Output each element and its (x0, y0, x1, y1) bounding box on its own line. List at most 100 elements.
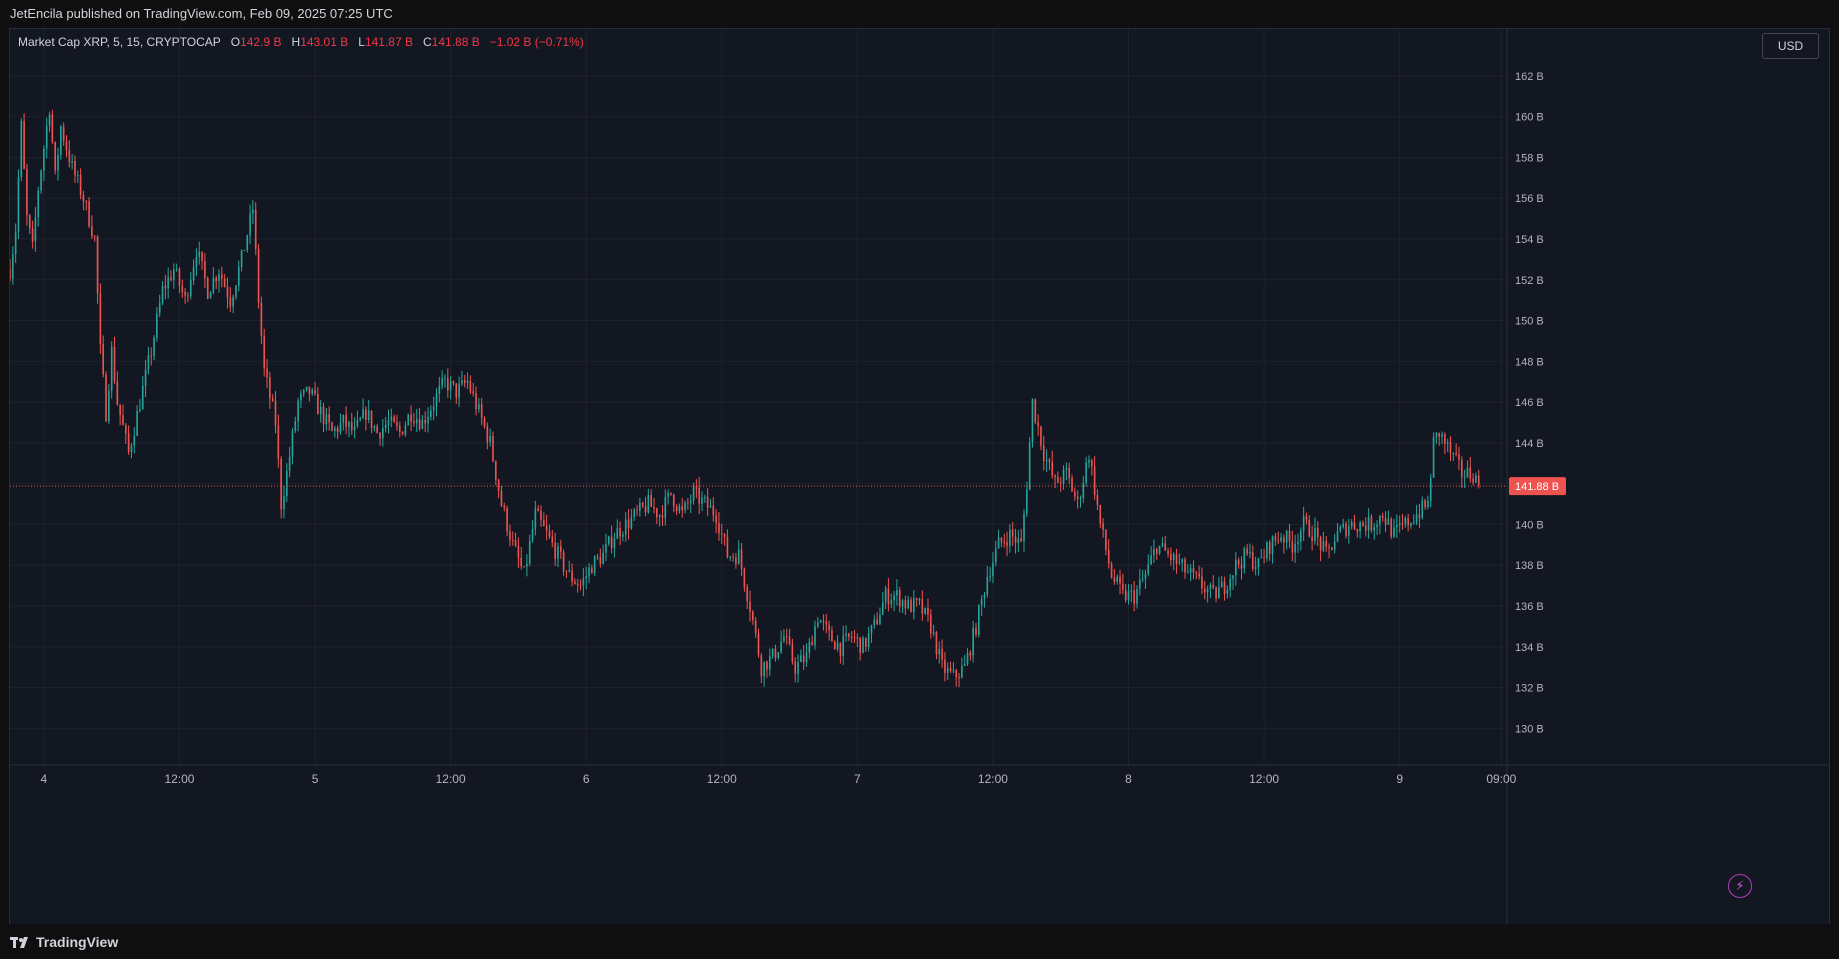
candle-body (1048, 459, 1051, 462)
candle-body (582, 578, 585, 586)
candle-body (68, 150, 71, 163)
lightning-icon[interactable]: ⚡ (1728, 874, 1752, 898)
candle-body (1283, 537, 1285, 543)
candle-body (45, 125, 48, 149)
candle-body (285, 470, 288, 497)
candle-body (661, 515, 664, 518)
candle-body (1362, 522, 1364, 526)
candle-body (28, 215, 31, 229)
candle-body (1009, 529, 1011, 547)
candle-body (161, 285, 164, 304)
candle-body (139, 409, 141, 411)
candle-body (1452, 452, 1455, 454)
x-tick-label: 5 (312, 772, 319, 786)
candle-body (952, 670, 955, 672)
candle-body (302, 390, 305, 394)
candle-body (43, 148, 45, 171)
y-tick-label: 158 B (1515, 152, 1544, 164)
low-label: L (358, 35, 365, 49)
candle-body (1099, 504, 1102, 524)
candle-body (365, 409, 367, 421)
candle-body (825, 621, 828, 625)
candle-body (113, 346, 116, 382)
candle-body (1246, 548, 1248, 554)
candle-body (1455, 452, 1457, 455)
candle-body (305, 386, 308, 391)
candle-body (876, 619, 878, 625)
candle-body (836, 642, 839, 650)
candle-body (1435, 432, 1438, 438)
candle-body (630, 517, 633, 529)
candle-body (1082, 482, 1085, 499)
candle-body (898, 589, 901, 607)
tradingview-logo[interactable]: TradingView (10, 934, 118, 950)
candle-body (339, 422, 342, 433)
candle-body (1401, 523, 1404, 525)
y-tick-label: 138 B (1515, 560, 1544, 572)
candle-body (585, 576, 588, 579)
candle-body (1384, 517, 1387, 525)
candle-body (350, 421, 353, 431)
candle-body (653, 506, 655, 509)
candle-body (574, 581, 576, 584)
candle-body (1263, 557, 1265, 559)
candle-body (1418, 514, 1421, 518)
candle-body (1415, 514, 1418, 523)
candle-body (1164, 543, 1167, 551)
candle-body (913, 598, 915, 613)
candle-body (1223, 581, 1226, 595)
candle-body (415, 419, 418, 424)
candle-body (1167, 550, 1169, 554)
candle-body (1068, 467, 1071, 479)
candle-body (1158, 545, 1161, 554)
candle-body (88, 201, 90, 227)
candle-body (828, 624, 830, 631)
candle-body (455, 383, 458, 398)
candle-body (1254, 567, 1257, 569)
candle-body (842, 635, 845, 656)
candle-body (949, 668, 952, 672)
candle-body (548, 530, 551, 537)
candle-body (204, 261, 206, 278)
candle-body (435, 393, 438, 407)
candle-body (554, 542, 556, 559)
candle-body (641, 502, 644, 507)
candle-body (805, 652, 808, 663)
close-value: 141.88 B (431, 35, 480, 49)
candle-body (1107, 549, 1110, 564)
open-label: O (230, 35, 241, 49)
candle-body (997, 537, 1000, 549)
candle-body (266, 368, 268, 378)
candle-body (1110, 563, 1113, 578)
candle-body (76, 174, 79, 176)
candle-body (489, 435, 491, 443)
candle-body (362, 409, 364, 419)
y-tick-label: 144 B (1515, 438, 1544, 450)
candle-body (173, 269, 175, 281)
candle-body (1144, 573, 1147, 579)
candle-body (509, 531, 511, 541)
candle-body (1348, 526, 1350, 536)
candle-body (495, 460, 497, 480)
candle-body (438, 386, 441, 394)
candle-body (105, 374, 107, 422)
currency-button[interactable]: USD (1762, 33, 1819, 59)
candle-body (1277, 540, 1280, 542)
candle-body (692, 487, 695, 501)
candle-body (1376, 524, 1378, 528)
candle-body (520, 557, 523, 567)
candle-body (418, 419, 421, 429)
candle-body (1458, 454, 1460, 460)
candle-body (373, 426, 376, 429)
candle-body (1438, 432, 1441, 437)
candle-body (822, 620, 825, 622)
candle-body (1130, 590, 1133, 592)
candle-body (1274, 536, 1277, 541)
candle-body (1297, 541, 1299, 544)
candle-body (215, 277, 218, 282)
y-tick-label: 130 B (1515, 723, 1544, 735)
tradingview-logo-icon (10, 937, 28, 949)
candle-body (184, 292, 186, 296)
